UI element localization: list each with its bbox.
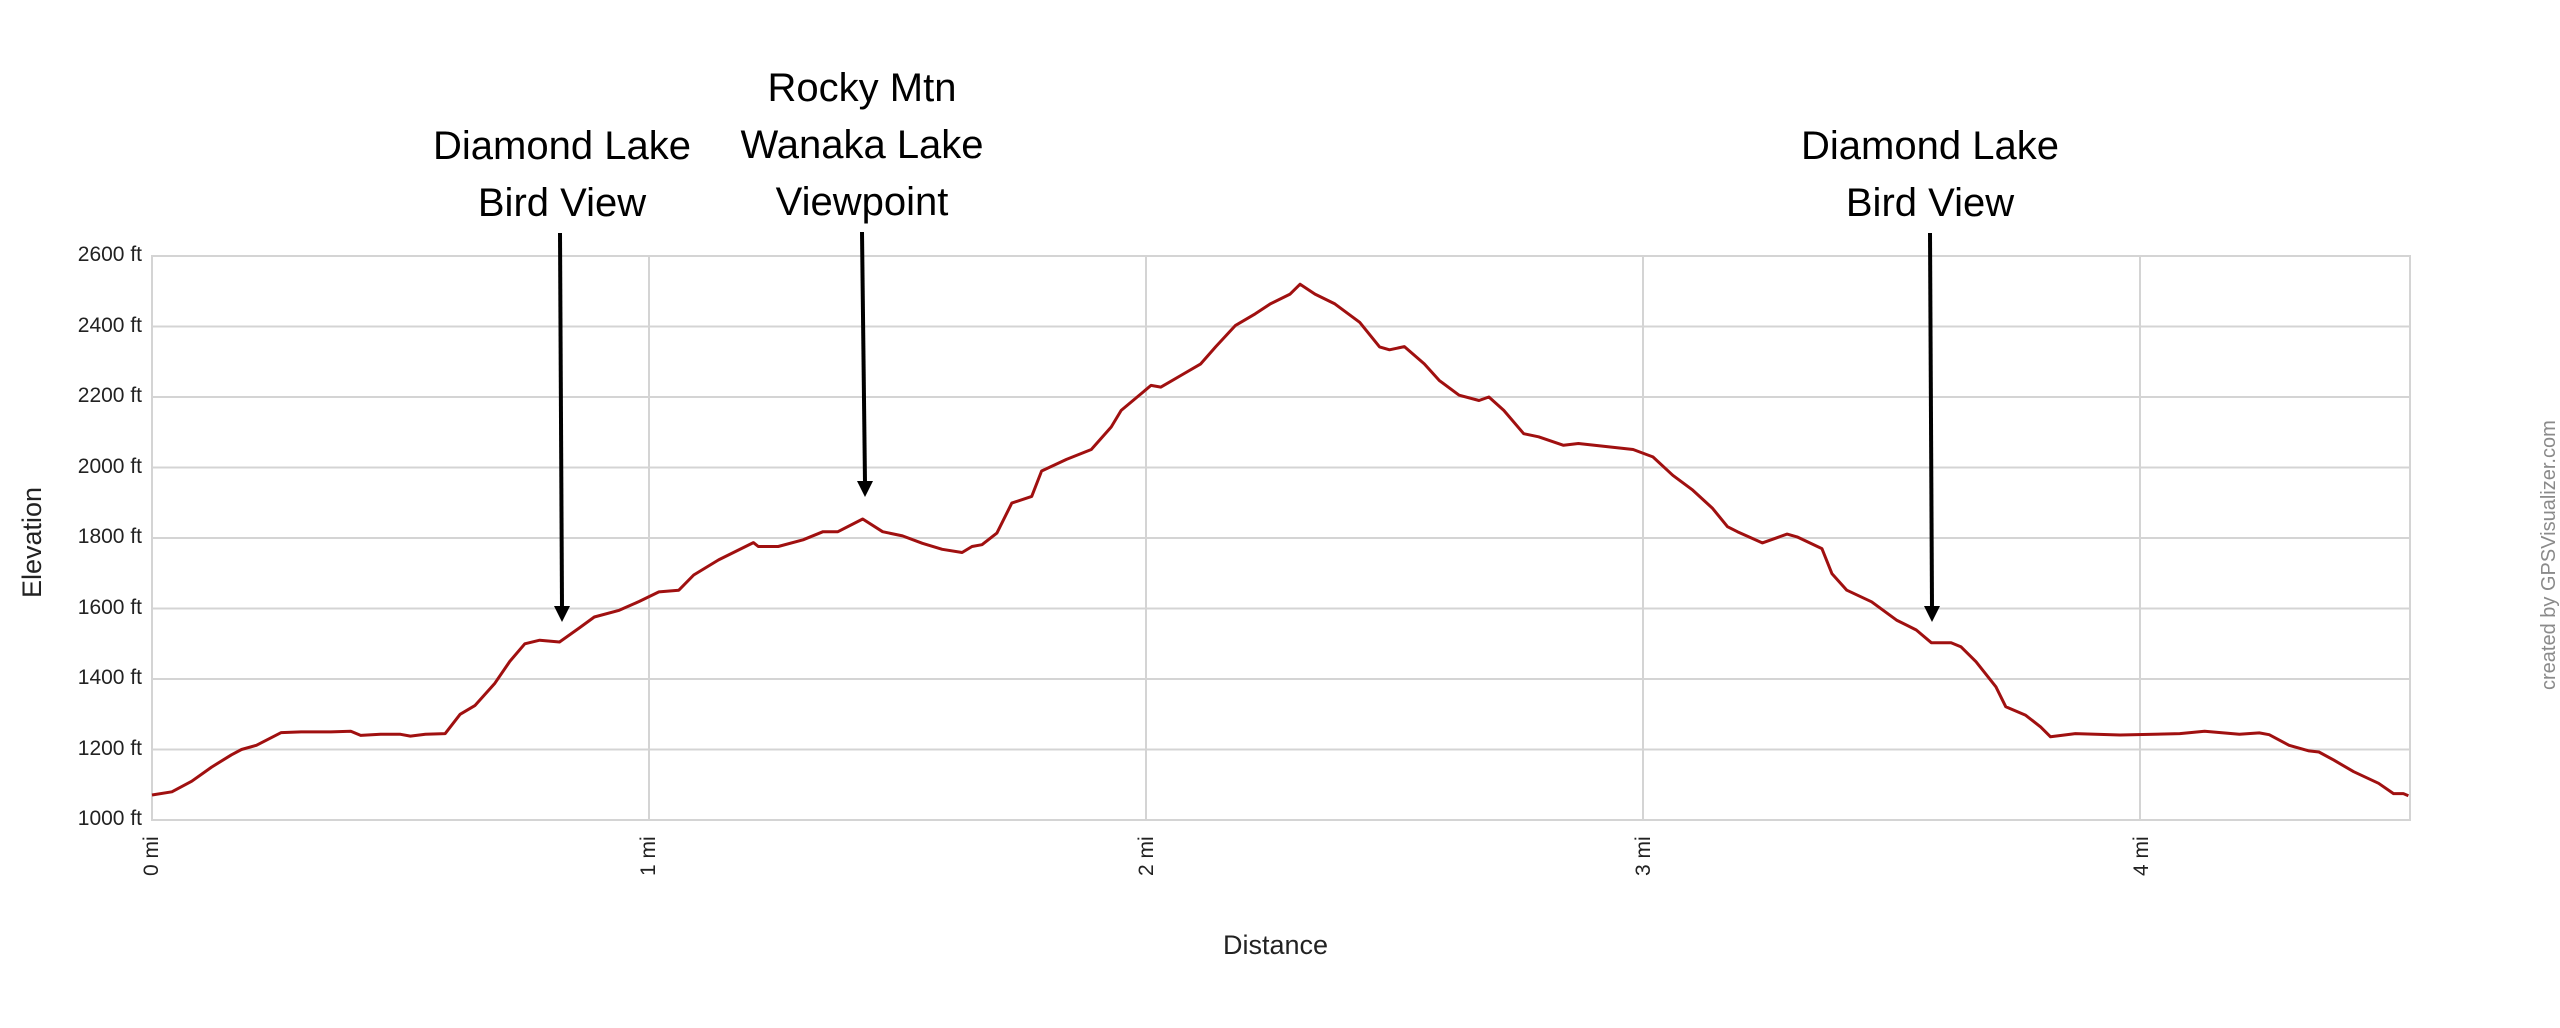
annotation-line: Wanaka Lake xyxy=(740,123,984,167)
arrow-shaft xyxy=(558,232,564,609)
annotation-line: Bird View xyxy=(477,181,647,225)
annotation-line: Rocky Mtn xyxy=(767,66,957,110)
annotation-line: Viewpoint xyxy=(775,180,949,224)
grid-lines xyxy=(151,255,2410,821)
y-tick-label: 1800 ft xyxy=(77,525,142,548)
y-tick-label: 1000 ft xyxy=(77,807,142,830)
y-tick-label: 1400 ft xyxy=(77,666,142,689)
y-tick-label: 2200 ft xyxy=(77,384,142,407)
annotation-arrows xyxy=(554,231,1940,622)
arrow-head-icon xyxy=(554,606,570,622)
annotation-line: Bird View xyxy=(1845,181,2015,225)
annotation-line: Diamond Lake xyxy=(1801,124,2059,168)
x-tick-label: 0 mi xyxy=(140,836,163,876)
x-tick-label: 4 mi xyxy=(2130,836,2153,876)
y-axis-title: Elevation xyxy=(17,486,47,598)
arrow-shaft xyxy=(860,231,867,484)
y-tick-label: 2400 ft xyxy=(77,314,142,337)
arrow-head-icon xyxy=(857,481,873,497)
y-tick-label: 1600 ft xyxy=(77,596,142,619)
elevation-profile-line xyxy=(151,282,2409,798)
annotation-diamond-lake-2: Diamond Lake Bird View xyxy=(1801,118,2059,232)
arrow-shaft xyxy=(1928,232,1934,609)
y-tick-label: 2600 ft xyxy=(77,243,142,266)
gpsvisualizer-watermark: created by GPSVisualizer.com xyxy=(2538,420,2560,690)
x-tick-label: 2 mi xyxy=(1135,836,1158,876)
annotation-rocky-mtn: Rocky Mtn Wanaka Lake Viewpoint xyxy=(740,60,983,231)
x-tick-label: 3 mi xyxy=(1632,836,1655,876)
y-tick-label: 1200 ft xyxy=(77,737,142,760)
annotation-diamond-lake-1: Diamond Lake Bird View xyxy=(433,118,691,232)
plot-area-border xyxy=(151,255,2411,821)
x-tick-label: 1 mi xyxy=(637,836,660,876)
annotation-line: Diamond Lake xyxy=(433,124,691,168)
arrow-head-icon xyxy=(1924,606,1940,622)
y-tick-label: 2000 ft xyxy=(77,455,142,478)
x-axis-title: Distance xyxy=(1223,930,1329,960)
